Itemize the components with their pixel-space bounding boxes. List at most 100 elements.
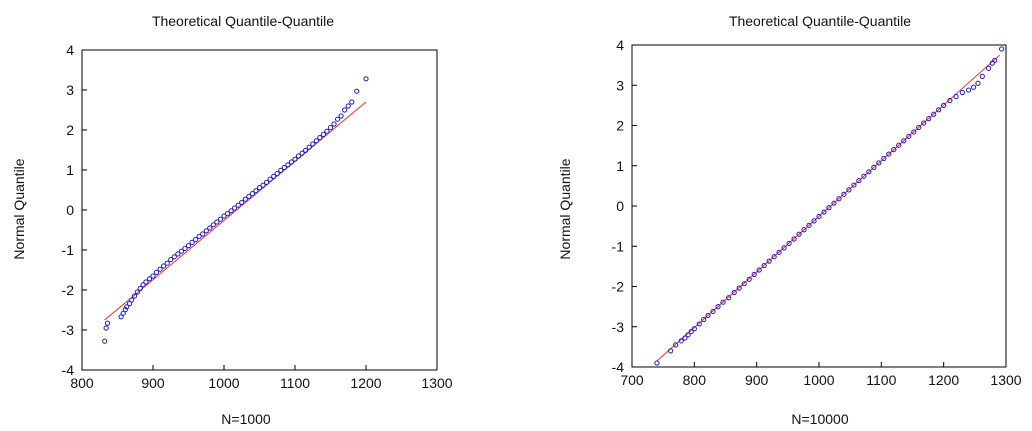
data-point bbox=[701, 316, 707, 323]
data-point bbox=[966, 87, 972, 93]
data-point bbox=[881, 155, 887, 162]
x-axis-label: N=1000 bbox=[221, 411, 271, 427]
x-tick-label: 1000 bbox=[208, 375, 239, 391]
data-point bbox=[306, 144, 312, 150]
y-tick-label: -4 bbox=[612, 359, 625, 375]
data-point bbox=[134, 289, 140, 295]
data-point bbox=[654, 360, 660, 366]
data-point bbox=[150, 273, 156, 279]
data-point bbox=[264, 179, 270, 185]
data-point bbox=[926, 116, 932, 122]
data-point bbox=[232, 205, 238, 211]
data-point bbox=[210, 222, 216, 228]
x-tick-label: 1100 bbox=[866, 372, 896, 388]
x-tick-label: 900 bbox=[141, 375, 165, 391]
y-tick-label: 0 bbox=[66, 202, 74, 218]
data-point bbox=[256, 185, 263, 191]
data-point bbox=[761, 262, 767, 269]
y-axis-label: Normal Quantile bbox=[11, 158, 27, 259]
data-point bbox=[161, 263, 167, 269]
data-point bbox=[271, 173, 277, 179]
x-tick-label: 900 bbox=[745, 372, 769, 388]
data-point bbox=[242, 196, 248, 202]
data-point bbox=[182, 245, 188, 251]
data-point bbox=[168, 257, 174, 263]
data-point bbox=[720, 299, 726, 305]
data-point bbox=[876, 160, 882, 166]
data-point bbox=[354, 88, 360, 94]
y-tick-label: -1 bbox=[612, 238, 625, 254]
data-point bbox=[196, 233, 202, 239]
data-point bbox=[137, 285, 143, 291]
x-tick-label: 1200 bbox=[350, 375, 381, 391]
data-point bbox=[816, 213, 822, 220]
data-point bbox=[292, 156, 298, 162]
qq-panel-n10000: Theoretical Quantile-Quantile Normal Qua… bbox=[557, 13, 1022, 427]
data-point bbox=[178, 248, 184, 254]
data-point bbox=[349, 99, 355, 105]
data-point bbox=[682, 335, 688, 341]
data-point bbox=[846, 187, 852, 193]
data-point bbox=[221, 213, 227, 219]
data-point bbox=[143, 279, 149, 285]
data-point bbox=[806, 222, 812, 228]
x-tick-label: 1100 bbox=[280, 375, 310, 391]
x-tick-label: 1300 bbox=[421, 375, 452, 391]
data-point bbox=[124, 304, 130, 310]
data-point bbox=[217, 216, 224, 222]
data-point bbox=[831, 200, 837, 206]
data-point bbox=[685, 332, 691, 338]
data-point bbox=[249, 191, 255, 197]
data-point bbox=[891, 147, 897, 153]
data-point bbox=[129, 297, 135, 303]
chart-title: Theoretical Quantile-Quantile bbox=[729, 13, 911, 29]
data-point bbox=[781, 245, 787, 251]
data-point bbox=[921, 120, 927, 126]
data-point bbox=[836, 196, 842, 202]
data-point bbox=[274, 171, 280, 177]
data-point bbox=[796, 231, 802, 237]
data-point bbox=[751, 271, 757, 278]
data-point bbox=[146, 276, 153, 282]
data-point bbox=[253, 188, 259, 194]
data-point bbox=[705, 312, 711, 319]
data-point bbox=[102, 338, 108, 344]
data-point bbox=[906, 133, 912, 139]
data-point bbox=[246, 193, 252, 199]
axis-ticks: 800 900 1000 1100 1200 1300 -4 -3 -2 -1 0 1 2 3 4 bbox=[62, 42, 453, 391]
data-point bbox=[207, 225, 213, 231]
data-point bbox=[303, 147, 309, 153]
data-point bbox=[120, 310, 126, 316]
data-point bbox=[203, 228, 209, 234]
data-point bbox=[288, 159, 295, 165]
data-point bbox=[224, 211, 231, 217]
y-tick-label: 1 bbox=[66, 162, 74, 178]
data-point bbox=[791, 236, 797, 242]
data-point bbox=[140, 282, 146, 288]
qq-panel-n1000: Theoretical Quantile-Quantile Normal Qua… bbox=[11, 13, 453, 427]
data-point bbox=[228, 208, 234, 214]
data-point bbox=[327, 125, 334, 131]
data-point bbox=[970, 84, 977, 90]
data-point bbox=[317, 135, 323, 141]
data-point bbox=[766, 258, 772, 264]
data-point bbox=[691, 326, 697, 332]
data-point bbox=[153, 269, 160, 275]
data-point bbox=[886, 151, 892, 157]
data-point bbox=[941, 102, 947, 108]
data-point bbox=[985, 65, 992, 71]
data-point bbox=[696, 321, 702, 327]
data-point bbox=[103, 325, 109, 331]
y-tick-label: -2 bbox=[62, 282, 75, 298]
data-point bbox=[811, 218, 817, 224]
data-point bbox=[331, 121, 337, 127]
reference-line bbox=[104, 101, 367, 321]
y-axis-label: Normal Quantile bbox=[557, 158, 573, 259]
data-point bbox=[801, 227, 807, 233]
y-tick-label: 4 bbox=[66, 42, 74, 58]
y-tick-label: 2 bbox=[66, 122, 74, 138]
data-point bbox=[185, 243, 192, 249]
y-tick-label: -2 bbox=[612, 279, 625, 295]
data-point bbox=[771, 254, 777, 260]
